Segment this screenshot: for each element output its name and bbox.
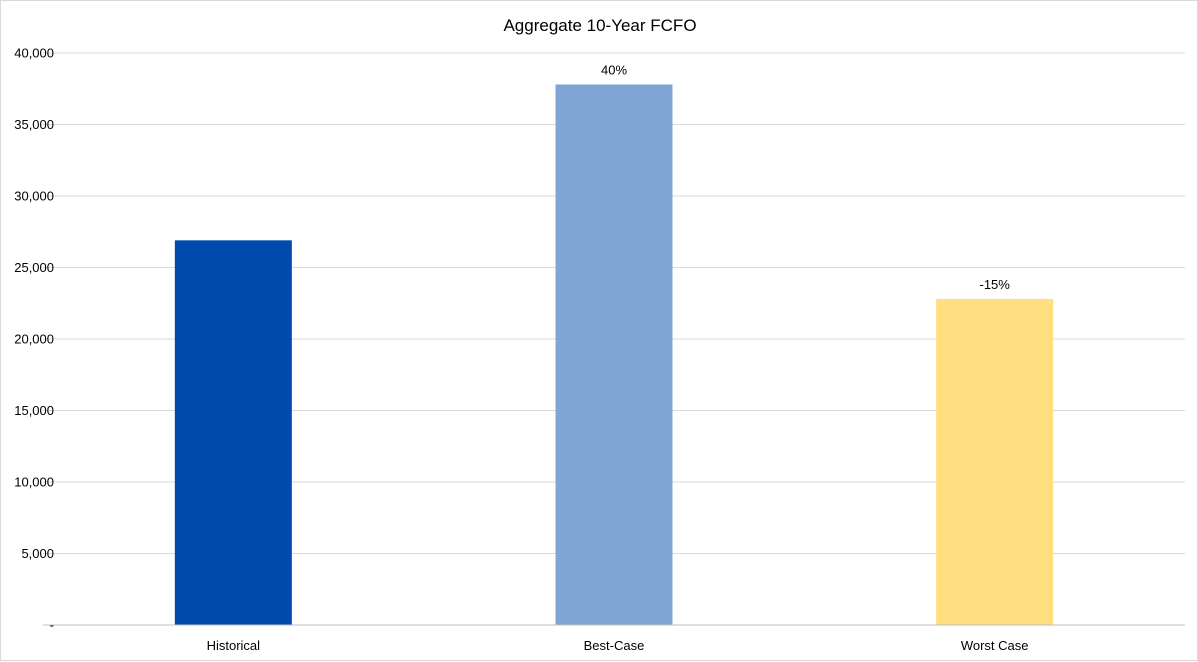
y-tick-label: 5,000 [21,546,54,561]
chart-title: Aggregate 10-Year FCFO [503,16,696,35]
data-labels: 40% -15% [601,62,1010,292]
y-tick-label: 10,000 [14,475,54,490]
bar-best-case [555,84,673,625]
x-tick-label: Worst Case [961,638,1029,653]
bar-historical [174,240,292,625]
y-tick-label: 40,000 [14,46,54,61]
x-axis-tick-labels: Historical Best-Case Worst Case [207,638,1029,653]
data-label: 40% [601,62,627,77]
data-label: -15% [979,277,1010,292]
bars [174,84,1054,625]
y-tick-label: 35,000 [14,117,54,132]
y-tick-label: 15,000 [14,403,54,418]
y-tick-label: 25,000 [14,260,54,275]
x-tick-label: Historical [207,638,261,653]
x-tick-label: Best-Case [584,638,645,653]
y-tick-label: 20,000 [14,332,54,347]
bar-worst-case [936,298,1054,625]
y-axis-tick-labels: -5,00010,00015,00020,00025,00030,00035,0… [14,46,54,633]
y-tick-label: 30,000 [14,189,54,204]
